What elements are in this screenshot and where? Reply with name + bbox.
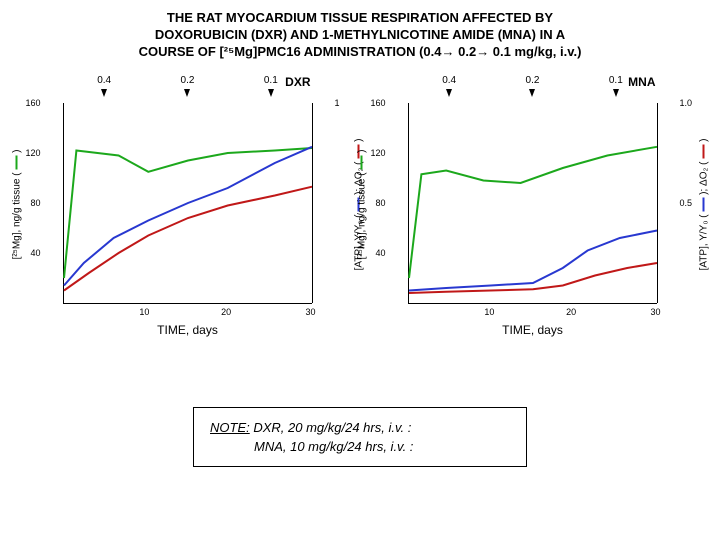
dose-arrow-icon: [446, 89, 452, 97]
series-atp: [409, 230, 657, 290]
chart-panel-1: 0.40.20.1 MNA 4080120160 0.51.0 102030 T…: [368, 79, 698, 379]
dose-arrow-icon: [268, 89, 274, 97]
x-axis-title: TIME, days: [23, 323, 353, 337]
figure-title: THE RAT MYOCARDIUM TISSUE RESPIRATION AF…: [40, 0, 680, 61]
dose-label: 0.4: [408, 75, 491, 86]
y-right-axis-title: [ATP], Y/Y₀ ( ); ΔO₂ ( ): [698, 104, 709, 304]
dose-arrows: [408, 89, 658, 97]
dose-labels: 0.40.20.1: [408, 75, 658, 86]
dose-arrows: [63, 89, 313, 97]
dose-labels: 0.40.20.1: [63, 75, 313, 86]
right-axis: [657, 103, 658, 303]
y-left-axis-title: [²⁵Mg], ng/g tissue ( ): [11, 104, 22, 304]
dose-arrow-icon: [529, 89, 535, 97]
title-line-1: THE RAT MYOCARDIUM TISSUE RESPIRATION AF…: [40, 10, 680, 27]
dose-arrow-icon: [613, 89, 619, 97]
chart-svg: [409, 103, 657, 303]
note-line-2: MNA, 10 mg/kg/24 hrs, i.v. :: [254, 439, 510, 454]
chart-area: [63, 103, 312, 304]
title-line-3: COURSE OF [²⁵Mg]PMC16 ADMINISTRATION (0.…: [40, 44, 680, 61]
chart-area: [408, 103, 657, 304]
note-lead: NOTE:: [210, 420, 250, 435]
chart-panel-0: 0.40.20.1 DXR 4080120160 1 102030 TIME, …: [23, 79, 353, 379]
x-axis-title: TIME, days: [368, 323, 698, 337]
y-left-axis-title: [²⁵Mg], ng/g tissue ( ): [356, 104, 367, 304]
series-mg: [409, 146, 657, 277]
title-line-2: DOXORUBICIN (DXR) AND 1-METHYLNICOTINE A…: [40, 27, 680, 44]
dose-arrow-icon: [184, 89, 190, 97]
dose-label: 0.2: [491, 75, 574, 86]
right-axis: [312, 103, 313, 303]
dose-label: 0.2: [146, 75, 229, 86]
note-box: NOTE: DXR, 20 mg/kg/24 hrs, i.v. : MNA, …: [193, 407, 527, 467]
chart-svg: [64, 103, 312, 303]
note-text-1: DXR, 20 mg/kg/24 hrs, i.v. :: [250, 420, 412, 435]
compound-label: DXR: [285, 75, 310, 89]
charts-row: 0.40.20.1 DXR 4080120160 1 102030 TIME, …: [0, 79, 720, 379]
dose-label: 0.4: [63, 75, 146, 86]
dose-arrow-icon: [101, 89, 107, 97]
compound-label: MNA: [628, 75, 655, 89]
note-line-1: NOTE: DXR, 20 mg/kg/24 hrs, i.v. :: [210, 420, 510, 435]
series-mg: [64, 148, 312, 278]
